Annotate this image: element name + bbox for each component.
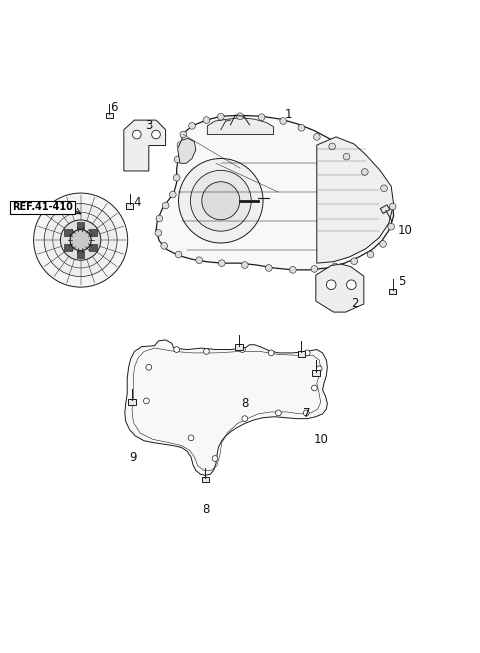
Circle shape (189, 123, 195, 129)
Circle shape (161, 242, 168, 249)
Circle shape (44, 204, 117, 277)
Circle shape (298, 125, 305, 131)
Circle shape (162, 202, 169, 209)
Circle shape (144, 398, 149, 404)
Circle shape (132, 130, 141, 139)
Circle shape (276, 410, 281, 416)
Circle shape (175, 251, 182, 258)
Polygon shape (178, 138, 196, 163)
Circle shape (388, 223, 395, 230)
Circle shape (240, 347, 245, 353)
Circle shape (361, 168, 368, 175)
Polygon shape (207, 118, 274, 135)
Text: 2: 2 (351, 297, 359, 310)
Text: 10: 10 (398, 224, 413, 237)
Circle shape (258, 114, 265, 121)
Circle shape (70, 230, 91, 251)
Circle shape (304, 350, 310, 356)
Circle shape (329, 143, 336, 150)
Circle shape (241, 262, 248, 268)
Polygon shape (389, 289, 396, 295)
Polygon shape (235, 344, 243, 350)
Polygon shape (156, 116, 394, 270)
Circle shape (34, 193, 128, 287)
Circle shape (155, 230, 162, 236)
Circle shape (180, 131, 187, 138)
Circle shape (381, 185, 387, 191)
Circle shape (389, 203, 396, 210)
Circle shape (202, 182, 240, 220)
Circle shape (204, 349, 209, 355)
Text: 8: 8 (203, 503, 210, 517)
Circle shape (367, 251, 374, 258)
Text: 10: 10 (313, 433, 328, 446)
Circle shape (289, 266, 296, 273)
Circle shape (311, 266, 318, 272)
Circle shape (242, 416, 248, 422)
Circle shape (169, 191, 176, 198)
Circle shape (332, 263, 338, 270)
Text: 7: 7 (303, 407, 311, 421)
Circle shape (347, 280, 356, 289)
Circle shape (173, 174, 180, 181)
Circle shape (218, 260, 225, 266)
Circle shape (191, 170, 251, 231)
Text: 3: 3 (145, 119, 153, 133)
Circle shape (237, 113, 243, 119)
Circle shape (217, 114, 224, 120)
Circle shape (265, 264, 272, 271)
Polygon shape (64, 229, 72, 236)
Polygon shape (128, 399, 136, 405)
Circle shape (152, 130, 160, 139)
Circle shape (60, 220, 101, 261)
Circle shape (188, 435, 194, 441)
Text: 5: 5 (398, 275, 406, 288)
Circle shape (174, 156, 181, 163)
Polygon shape (89, 229, 97, 236)
Polygon shape (317, 137, 394, 263)
Text: 6: 6 (110, 101, 118, 114)
Polygon shape (380, 205, 390, 214)
Polygon shape (64, 244, 72, 251)
Circle shape (212, 456, 218, 462)
Circle shape (380, 240, 386, 247)
Polygon shape (77, 222, 84, 229)
Circle shape (268, 350, 274, 356)
Circle shape (203, 117, 210, 123)
Polygon shape (312, 370, 320, 376)
Circle shape (174, 347, 180, 353)
Polygon shape (298, 351, 305, 357)
Text: 4: 4 (133, 196, 141, 209)
Circle shape (313, 134, 320, 140)
Text: 1: 1 (284, 108, 292, 121)
Circle shape (177, 142, 184, 148)
Circle shape (316, 366, 322, 372)
Circle shape (156, 215, 163, 222)
Polygon shape (202, 477, 209, 483)
Circle shape (303, 410, 309, 416)
Polygon shape (126, 203, 133, 209)
Text: 8: 8 (241, 397, 249, 410)
Text: REF.41-410: REF.41-410 (12, 202, 72, 212)
Circle shape (351, 258, 358, 264)
Circle shape (343, 153, 350, 160)
Polygon shape (316, 264, 364, 312)
Circle shape (146, 364, 152, 370)
Polygon shape (89, 244, 97, 251)
Text: 9: 9 (130, 451, 137, 464)
Circle shape (196, 257, 203, 264)
Polygon shape (124, 120, 166, 171)
Circle shape (312, 385, 317, 390)
Polygon shape (106, 113, 113, 118)
Circle shape (326, 280, 336, 289)
Polygon shape (125, 340, 327, 475)
Polygon shape (77, 251, 84, 258)
Circle shape (179, 159, 263, 243)
Circle shape (280, 118, 287, 125)
